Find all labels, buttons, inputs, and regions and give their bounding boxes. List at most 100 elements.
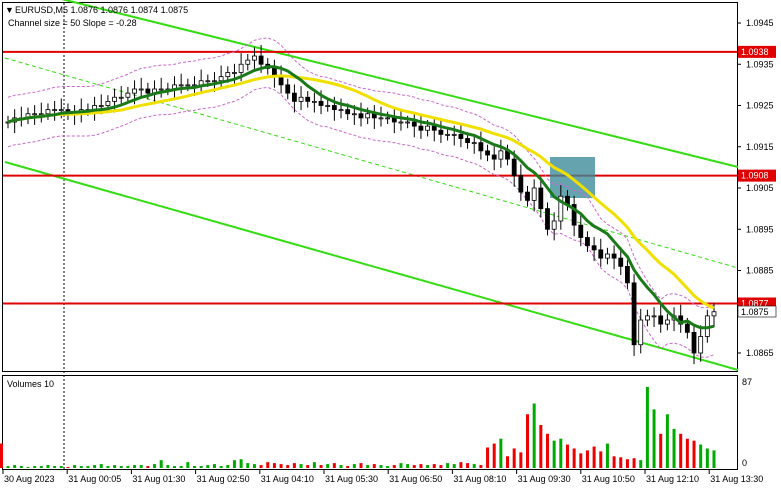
candle-body [611,253,617,259]
volume-bar [133,465,137,468]
volume-bar [526,414,530,468]
symbol-info: EURUSD,M5 1.0876 1.0876 1.0874 1.0875 [15,5,188,15]
volume-bars [0,386,716,469]
candle-body [178,84,184,87]
volume-bar [585,450,589,468]
volume-bar [119,466,123,468]
volume-bar [479,465,483,468]
price-tick-label: 1.0945 [746,18,774,28]
volume-bar [632,458,636,468]
volume-bar [173,466,177,468]
candle-body [105,100,111,106]
candle-body [631,282,637,346]
time-axis: 30 Aug 2023 31 Aug 00:05 31 Aug 01:30 31 Au… [2,469,763,484]
time-tick-label: 31 Aug 08:10 [453,474,506,484]
volume-bar [159,460,163,468]
candle-body [38,113,44,116]
price-tick-label: 1.0885 [746,266,774,276]
volume-bar [625,459,629,468]
volume-bar [692,440,696,468]
volume-bar [379,465,383,468]
volume-bar [286,465,290,468]
candle-body [405,121,411,124]
volume-bar [452,464,456,468]
candle-body [605,253,610,259]
volume-bar [519,452,523,468]
candle-body [318,100,324,106]
price-tick-label: 1.0905 [746,183,774,193]
candle-body [551,220,557,230]
volume-bar [605,443,609,468]
volume-bar [426,465,430,468]
volume-bar [559,438,563,468]
candle-body [418,125,424,131]
price-tick-label: 1.0915 [746,142,774,152]
volume-bar [259,465,263,468]
volume-bar [339,465,343,468]
volume-bar [432,464,436,468]
price-tick-label: 1.0865 [746,348,774,358]
time-tick-label: 31 Aug 10:50 [582,474,635,484]
volume-bar [86,466,90,468]
volume-bar [59,466,63,468]
volume-bar [659,433,663,468]
candle-body [365,113,371,119]
slow-moving-average [7,74,715,310]
dropdown-arrow-icon[interactable]: ▼ [5,5,14,15]
candle-body [118,96,124,99]
volume-bar [506,456,510,468]
envelope-upper-band [7,37,715,309]
support-resistance-levels [3,50,737,305]
candle-body [518,175,524,193]
candle-body [638,319,644,346]
level-tag-label: 1.0908 [741,171,769,181]
candle-body [511,158,517,177]
candle-body [158,88,164,91]
volume-bar [532,403,536,468]
time-tick-label: 31 Aug 01:30 [132,474,185,484]
volume-bar [599,451,603,468]
volume-bar [679,433,683,468]
price-tick-label: 1.0925 [746,101,774,111]
candle-body [691,331,697,354]
volume-bar [6,466,10,468]
candle-body [711,311,717,317]
candle-body [625,265,630,284]
price-panel-frame [2,2,738,372]
time-tick-label: 31 Aug 02:50 [197,474,250,484]
volume-bar [306,465,310,468]
volume-bar [499,438,503,468]
volume-bar [545,433,549,468]
volume-bar [232,460,236,468]
candle-body [664,319,670,325]
candle-body [218,76,224,82]
volume-bar [292,463,296,468]
volume-bar [206,465,210,468]
candle-body [618,257,624,267]
volume-bar [199,466,203,468]
volume-bar [685,438,689,468]
candle-body [52,109,58,112]
volume-bar [406,464,410,468]
candle-body [438,129,444,135]
candle-body [291,92,297,102]
candle-body [32,113,38,116]
candle-body [358,113,364,119]
envelope-lower-band [7,86,715,358]
volume-bar [179,466,183,468]
volume-bar [399,463,403,468]
time-tick-label: 31 Aug 04:10 [261,474,314,484]
volume-bar [0,443,3,468]
volume-bar [79,466,83,468]
price-tick-label: 1.0935 [746,59,774,69]
volume-bar [332,463,336,468]
candle-body [325,105,331,107]
level-tag-bg [738,169,776,182]
candle-body [531,187,537,201]
volume-panel-frame [2,375,738,470]
volume-bar [572,448,576,468]
volume-bar [466,463,470,468]
candle-body [465,138,470,144]
time-tick-label: 30 Aug 2023 [4,474,55,484]
